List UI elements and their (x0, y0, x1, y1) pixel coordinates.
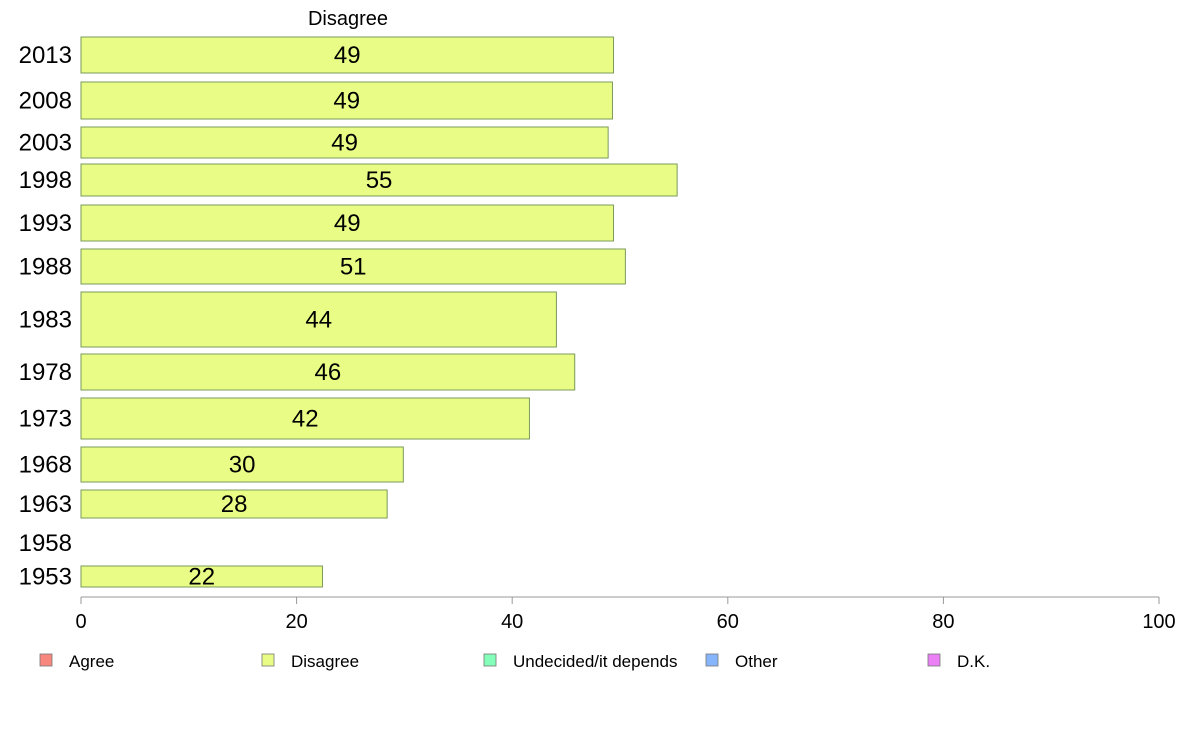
bar-value-label-1998: 55 (366, 167, 393, 194)
bar-value-label-1963: 28 (221, 491, 248, 518)
x-tick-label-40: 40 (501, 611, 523, 633)
bar-value-label-2003: 49 (331, 130, 358, 157)
year-label-1963: 1963 (19, 491, 72, 518)
legend-label-agree: Agree (69, 652, 114, 671)
bar-value-label-1953: 22 (188, 564, 215, 591)
year-label-2003: 2003 (19, 130, 72, 157)
legend-label-disagree: Disagree (291, 652, 359, 671)
bar-1983 (80, 291, 557, 348)
bar-value-label-2013: 49 (334, 42, 361, 69)
x-tick-label-0: 0 (75, 611, 86, 633)
x-tick-label-100: 100 (1142, 611, 1175, 633)
legend-swatch-disagree (261, 653, 275, 667)
x-tick-label-80: 80 (932, 611, 954, 633)
bar-value-label-1983: 44 (305, 307, 332, 334)
year-label-1953: 1953 (19, 564, 72, 591)
year-label-1978: 1978 (19, 359, 72, 386)
legend-swatch-agree (39, 653, 53, 667)
bar-1998 (80, 163, 678, 197)
legend-label-undecided-it-depends: Undecided/it depends (513, 652, 677, 671)
bar-value-label-1968: 30 (229, 452, 256, 479)
bar-value-label-2008: 49 (333, 88, 360, 115)
year-label-1988: 1988 (19, 254, 72, 281)
year-label-1998: 1998 (19, 167, 72, 194)
year-label-1993: 1993 (19, 210, 72, 237)
legend-label-d-k: D.K. (957, 652, 990, 671)
x-axis: 0 20 40 60 80 100 (75, 596, 1176, 633)
bar-1993 (80, 204, 615, 242)
year-label-1958: 1958 (19, 530, 72, 557)
year-label-2013: 2013 (19, 42, 72, 69)
bar-value-label-1993: 49 (334, 210, 361, 237)
bar-2008 (80, 81, 613, 120)
year-labels-group: 2013 2008 2003 1998 1993 1988 1983 1978 1973 1968… (19, 42, 72, 591)
bar-1968 (80, 446, 404, 483)
bar-value-label-1978: 46 (315, 359, 342, 386)
bar-1978 (80, 353, 576, 391)
x-tick-label-60: 60 (717, 611, 739, 633)
year-label-1983: 1983 (19, 307, 72, 334)
bar-2003 (80, 126, 609, 159)
panel-title: Disagree (308, 8, 388, 30)
legend-swatch-undecided-it-depends (483, 653, 497, 667)
year-label-1968: 1968 (19, 452, 72, 479)
bar-value-label-1988: 51 (340, 254, 367, 281)
year-label-2008: 2008 (19, 88, 72, 115)
bar-1988 (80, 248, 626, 285)
year-label-1973: 1973 (19, 406, 72, 433)
bar-1953 (80, 565, 323, 588)
legend-label-other: Other (735, 652, 778, 671)
bar-1973 (80, 397, 530, 440)
legend-swatch-d-k (927, 653, 941, 667)
legend: Agree Disagree Undecided/it depends Other D.… (39, 652, 990, 671)
bar-2013 (80, 36, 615, 74)
bar-value-label-1973: 42 (292, 406, 319, 433)
legend-swatch-other (705, 653, 719, 667)
x-tick-label-20: 20 (285, 611, 307, 633)
bar-1963 (80, 489, 388, 519)
